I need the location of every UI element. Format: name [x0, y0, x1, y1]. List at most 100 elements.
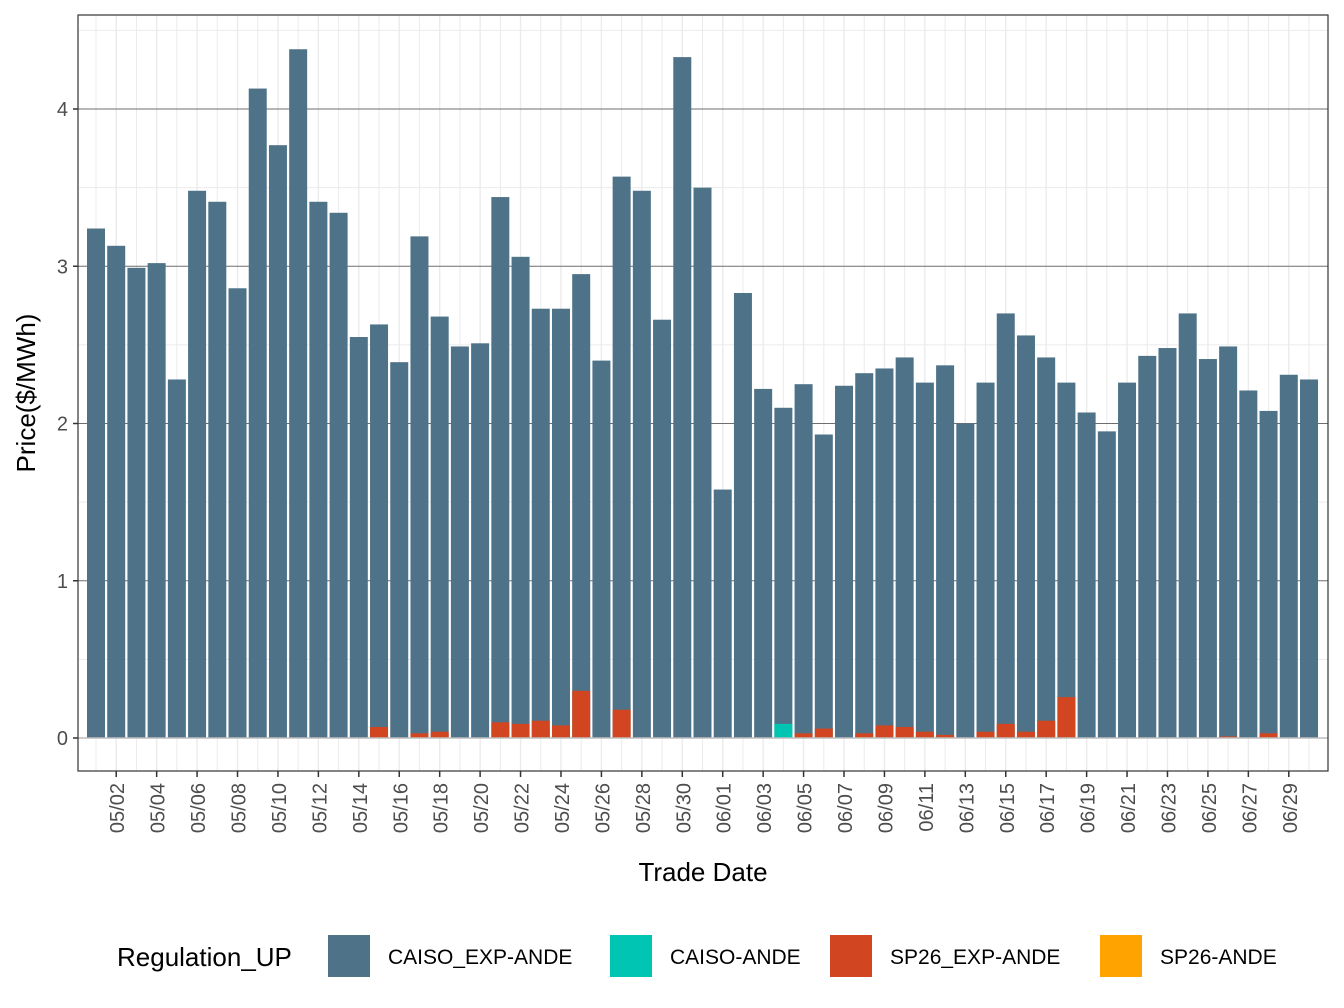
x-tick-label: 06/21: [1118, 783, 1140, 833]
bar-sp26-exp-ande-06-18: [1057, 697, 1076, 738]
plot-panel-border: [77, 14, 1329, 772]
legend-label: SP26_EXP-ANDE: [890, 946, 1060, 969]
legend-key-caiso-exp-ande: [328, 935, 370, 977]
bar-caiso-exp-ande-06-25: [1198, 359, 1217, 738]
bar-caiso-exp-ande-06-03: [754, 388, 773, 738]
bar-caiso-exp-ande-05-19: [450, 346, 469, 738]
bar-caiso-exp-ande-05-17: [410, 236, 429, 738]
x-tick-label: 05/30: [673, 783, 695, 833]
bar-sp26-exp-ande-06-10: [895, 726, 914, 738]
x-tick-label: 06/19: [1078, 783, 1100, 833]
bar-caiso-exp-ande-06-12: [936, 365, 955, 738]
bar-sp26-exp-ande-06-14: [976, 731, 995, 738]
bars: [87, 49, 1318, 739]
bar-caiso-exp-ande-05-18: [430, 316, 449, 738]
legend-label: CAISO-ANDE: [670, 946, 801, 969]
x-tick-label: 06/27: [1239, 783, 1261, 833]
bar-caiso-exp-ande-05-27: [612, 176, 631, 738]
x-tick-label: 05/26: [592, 783, 614, 833]
x-tick-label: 06/13: [956, 783, 978, 833]
x-tick-label: 06/25: [1199, 783, 1221, 833]
bar-caiso-exp-ande-05-01: [87, 228, 105, 738]
bar-sp26-exp-ande-05-21: [491, 722, 510, 738]
bar-caiso-exp-ande-06-05: [794, 384, 813, 738]
bar-caiso-exp-ande-06-19: [1077, 412, 1096, 738]
bar-caiso-exp-ande-05-25: [572, 274, 591, 738]
x-tick-label: 05/28: [633, 783, 655, 833]
x-tick-label: 05/06: [188, 783, 210, 833]
bar-caiso-exp-ande-05-03: [127, 267, 146, 738]
bar-caiso-exp-ande-06-14: [976, 382, 995, 738]
bar-caiso-exp-ande-06-24: [1178, 313, 1197, 738]
bar-sp26-exp-ande-06-16: [1016, 731, 1035, 738]
x-tick-label: 05/16: [390, 783, 412, 833]
bar-caiso-exp-ande-05-15: [370, 324, 389, 738]
y-tick-label: 3: [57, 256, 68, 278]
bar-sp26-exp-ande-05-27: [612, 709, 631, 738]
bar-sp26-exp-ande-05-22: [511, 723, 530, 738]
x-tick-label: 06/29: [1280, 783, 1302, 833]
bar-sp26-exp-ande-06-26: [1219, 736, 1238, 738]
x-axis: 05/02 05/04 05/06 05/08 05/10 05/12 05/14 05/16…: [107, 771, 1302, 833]
bar-sp26-exp-ande-05-17: [410, 733, 429, 738]
bar-sp26-exp-ande-05-25: [572, 690, 591, 738]
y-tick-label: 4: [57, 99, 68, 121]
bar-caiso-exp-ande-05-28: [632, 190, 651, 738]
bar-caiso-exp-ande-05-04: [147, 263, 166, 738]
x-tick-label: 05/24: [552, 783, 574, 833]
bar-caiso-exp-ande-06-09: [875, 368, 894, 738]
legend-label: CAISO_EXP-ANDE: [388, 946, 572, 969]
bar-caiso-exp-ande-05-13: [329, 212, 348, 738]
bar-caiso-exp-ande-05-14: [349, 337, 368, 738]
bar-caiso-exp-ande-05-09: [248, 88, 267, 739]
x-tick-label: 06/23: [1158, 783, 1180, 833]
bar-sp26-exp-ande-05-15: [370, 726, 389, 738]
x-tick-label: 05/20: [471, 783, 493, 833]
bar-sp26-exp-ande-05-23: [531, 720, 550, 738]
x-tick-label: 06/01: [714, 783, 736, 833]
bar-caiso-exp-ande-05-11: [289, 49, 308, 739]
bar-caiso-exp-ande-06-06: [814, 434, 833, 738]
x-tick-label: 06/05: [795, 783, 817, 833]
x-axis-title: Trade Date: [638, 857, 767, 887]
bar-caiso-exp-ande-06-22: [1138, 355, 1157, 738]
legend-key-caiso-ande: [610, 935, 652, 977]
bar-caiso-exp-ande-05-24: [551, 308, 570, 738]
x-tick-label: 06/17: [1037, 783, 1059, 833]
x-tick-label: 06/09: [875, 783, 897, 833]
bar-caiso-exp-ande-06-07: [835, 385, 854, 738]
legend-title: Regulation_UP: [117, 942, 292, 972]
bar-caiso-exp-ande-06-17: [1037, 357, 1056, 738]
x-tick-label: 05/14: [350, 783, 372, 833]
bar-sp26-exp-ande-06-17: [1037, 720, 1056, 738]
bar-sp26-exp-ande-06-05: [794, 733, 813, 738]
bar-caiso-exp-ande-05-23: [531, 308, 550, 738]
bar-sp26-exp-ande-06-09: [875, 725, 894, 738]
bar-caiso-exp-ande-05-20: [471, 343, 490, 738]
bar-caiso-exp-ande-05-22: [511, 256, 530, 738]
y-axis: 0 1 2 3 4: [57, 99, 78, 750]
bar-caiso-exp-ande-05-12: [309, 201, 328, 739]
legend-key-sp26-exp-ande: [830, 935, 872, 977]
bar-caiso-exp-ande-05-10: [268, 145, 287, 739]
bar-caiso-exp-ande-06-11: [915, 382, 934, 738]
x-tick-label: 06/15: [997, 783, 1019, 833]
legend-key-sp26-ande: [1100, 935, 1142, 977]
x-tick-label: 05/02: [107, 783, 129, 833]
bar-caiso-exp-ande-06-20: [1097, 431, 1116, 738]
bar-caiso-exp-ande-06-18: [1057, 382, 1076, 738]
bar-caiso-exp-ande-05-08: [228, 288, 247, 738]
bar-sp26-exp-ande-06-12: [936, 734, 955, 738]
x-tick-label: 06/11: [916, 783, 938, 832]
bar-sp26-exp-ande-06-15: [996, 723, 1015, 738]
bar-caiso-exp-ande-06-29: [1279, 374, 1298, 738]
y-tick-label: 1: [57, 571, 68, 593]
bar-caiso-exp-ande-06-02: [733, 292, 752, 738]
x-tick-label: 05/22: [512, 783, 534, 833]
bar-caiso-exp-ande-05-31: [693, 187, 712, 738]
bar-sp26-exp-ande-05-24: [551, 725, 570, 738]
x-tick-label: 05/10: [269, 783, 291, 833]
x-tick-label: 05/04: [148, 783, 170, 833]
bar-caiso-exp-ande-06-15: [996, 313, 1015, 738]
bar-caiso-ande-06-04: [774, 723, 793, 738]
